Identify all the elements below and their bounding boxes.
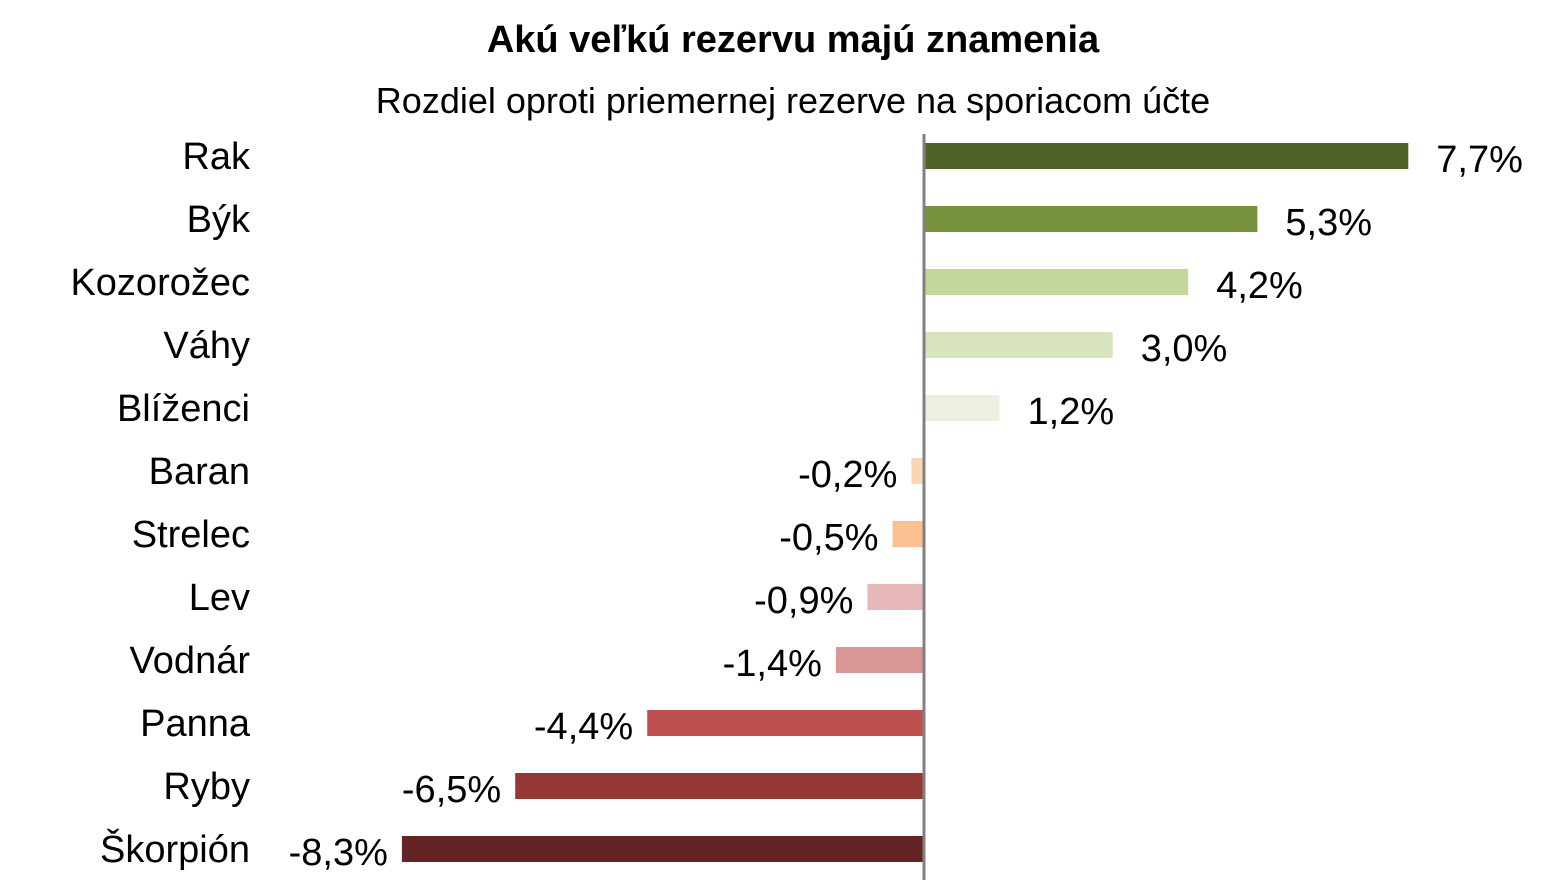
value-label-vodnar: -1,4% <box>723 643 822 685</box>
value-label-byk: 5,3% <box>1285 202 1372 244</box>
bar-rak <box>924 143 1409 169</box>
category-label-rak: Rak <box>182 136 251 178</box>
bar-byk <box>924 206 1258 232</box>
category-label-ryby: Ryby <box>163 766 250 808</box>
bars-group <box>401 143 1409 862</box>
value-label-blizenci: 1,2% <box>1028 391 1115 433</box>
category-label-blizenci: Blíženci <box>117 388 250 430</box>
bar-strelec <box>892 521 924 547</box>
bar-kozorozec <box>924 269 1189 295</box>
chart-title: Akú veľkú rezervu majú znamenia <box>487 19 1100 61</box>
value-label-skorpion: -8,3% <box>289 832 388 874</box>
category-label-skorpion: Škorpión <box>100 827 250 871</box>
value-labels: 7,7% 5,3% 4,2% 3,0% 1,2% -0,2% -0,5% -0,9% -1,4%… <box>289 139 1523 874</box>
value-label-kozorozec: 4,2% <box>1216 265 1303 307</box>
category-label-byk: Býk <box>187 199 251 241</box>
bar-lev <box>867 584 924 610</box>
bar-blizenci <box>924 395 1000 421</box>
value-label-rak: 7,7% <box>1436 139 1523 181</box>
category-label-vahy: Váhy <box>163 325 250 367</box>
value-label-baran: -0,2% <box>798 454 897 496</box>
bar-panna <box>647 710 924 736</box>
category-label-vodnar: Vodnár <box>130 640 251 682</box>
bar-skorpion <box>401 836 924 862</box>
bar-ryby <box>515 773 924 799</box>
value-label-vahy: 3,0% <box>1141 328 1228 370</box>
value-label-strelec: -0,5% <box>779 517 878 559</box>
value-label-ryby: -6,5% <box>402 769 501 811</box>
value-label-lev: -0,9% <box>754 580 853 622</box>
bar-vahy <box>924 332 1113 358</box>
category-label-panna: Panna <box>140 703 251 745</box>
category-label-lev: Lev <box>189 577 250 619</box>
category-labels: Rak Býk Kozorožec Váhy Blíženci Baran Strelec L… <box>70 136 251 871</box>
category-label-strelec: Strelec <box>132 514 250 556</box>
bar-baran <box>911 458 924 484</box>
category-label-kozorozec: Kozorožec <box>70 262 250 304</box>
bar-vodnar <box>835 647 924 673</box>
value-label-panna: -4,4% <box>534 706 633 748</box>
category-label-baran: Baran <box>149 451 250 493</box>
chart-subtitle: Rozdiel oproti priemernej rezerve na spo… <box>376 80 1210 121</box>
